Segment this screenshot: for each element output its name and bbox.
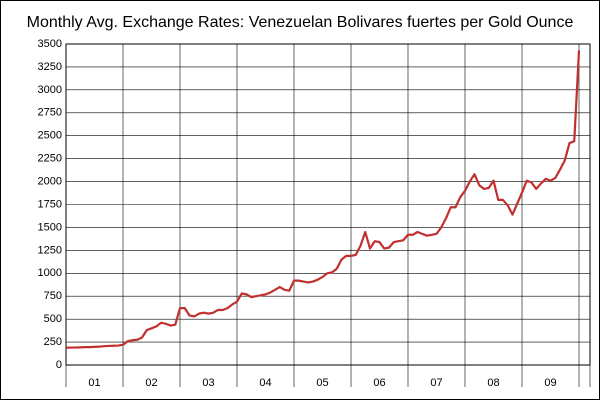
y-tick-label: 3000 [38, 84, 62, 96]
y-tick-label: 3250 [38, 61, 62, 73]
y-tick-label: 2750 [38, 107, 62, 119]
y-tick-label: 3500 [38, 38, 62, 50]
y-tick-label: 750 [44, 290, 62, 302]
y-tick-label: 250 [44, 336, 62, 348]
y-tick-label: 500 [44, 313, 62, 325]
y-tick-label: 1250 [38, 244, 62, 256]
y-tick-label: 2250 [38, 153, 62, 165]
chart-title: Monthly Avg. Exchange Rates: Venezuelan … [27, 14, 574, 31]
plot-frame [65, 43, 591, 366]
x-tick-label: 04 [259, 377, 271, 389]
x-tick-label: 07 [430, 377, 442, 389]
x-tick-label: 01 [88, 377, 100, 389]
y-tick-label: 1000 [38, 267, 62, 279]
y-tick-label: 1750 [38, 198, 62, 210]
y-tick-label: 1500 [38, 221, 62, 233]
x-tick-label: 08 [487, 377, 499, 389]
y-tick-label: 0 [56, 359, 62, 371]
y-tick-label: 2500 [38, 130, 62, 142]
y-tick-label: 2000 [38, 175, 62, 187]
x-tick-label: 09 [544, 377, 556, 389]
x-tick-label: 02 [145, 377, 157, 389]
data-line [65, 50, 581, 349]
x-tick-label: 06 [373, 377, 385, 389]
x-tick-label: 03 [202, 377, 214, 389]
x-tick-label: 05 [316, 377, 328, 389]
